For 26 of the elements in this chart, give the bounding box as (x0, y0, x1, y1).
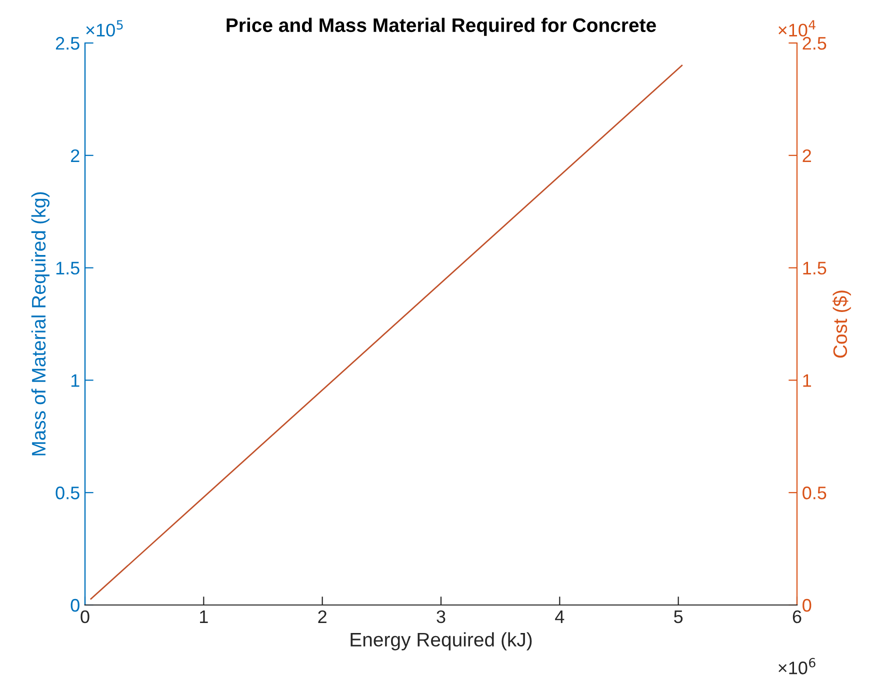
y-axis-title: Mass of Material Required (kg) (31, 192, 50, 456)
x-axis-title: Energy Required (kJ) (350, 632, 532, 650)
y-tick-label: 0 (70, 598, 80, 612)
y2-tick-label: 0.5 (802, 486, 826, 500)
y-tick-label: 2.5 (56, 36, 80, 50)
x-tick-label: 2 (318, 610, 326, 623)
y-tick-label: 1 (71, 374, 80, 387)
y2-tick-label: 2.5 (802, 36, 826, 50)
text: ×10$^{6}$ (778, 658, 816, 674)
x-tick-label: 6 (792, 610, 802, 624)
y2-tick-label: 1 (803, 374, 812, 387)
x-tick-label: 3 (436, 610, 446, 624)
x-tick-label: 5 (674, 610, 683, 624)
y-tick-label: 1.5 (56, 262, 80, 275)
x-tick-label: 1 (200, 610, 208, 623)
chart-title: Price and Mass Material Required for Concrete (226, 18, 656, 36)
text: ×10$^{4}$ (778, 20, 816, 36)
y2-axis-title: Cost ($) (832, 290, 851, 358)
text: ×10$^{5}$ (86, 20, 123, 36)
y-tick-label: 0.5 (56, 486, 80, 500)
y2-tick-label: 1.5 (803, 262, 826, 275)
y-tick-label: 2 (71, 149, 80, 162)
x-tick-label: 4 (555, 610, 564, 623)
x-tick-label: 0 (80, 610, 90, 624)
y2-tick-label: 0 (802, 598, 812, 612)
y2-tick-label: 2 (802, 149, 811, 162)
